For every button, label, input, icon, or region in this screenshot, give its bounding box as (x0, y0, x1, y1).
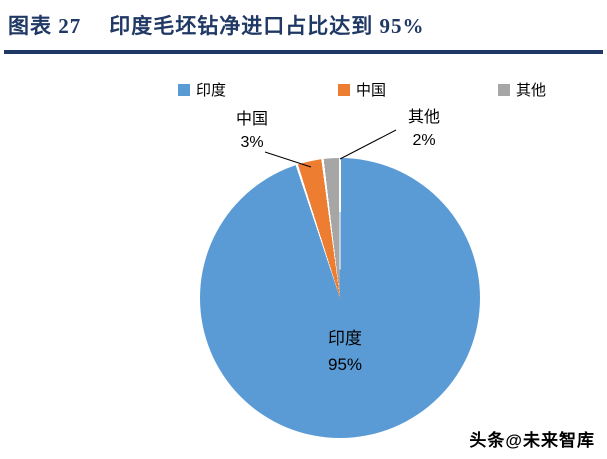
legend-swatch-other (498, 83, 511, 96)
callout-china: 中国 3% (220, 108, 284, 154)
pie-chart (200, 158, 480, 438)
callout-other: 其他 2% (392, 106, 456, 152)
figure-header: 图表 27 印度毛坯钻净进口占比达到 95% (8, 10, 425, 40)
pie-label-india-name: 印度 (328, 329, 362, 348)
watermark: 头条@未来智库 (469, 431, 595, 450)
legend-item-other: 其他 (498, 79, 546, 100)
leader-line-other (339, 129, 397, 160)
legend-swatch-india (178, 83, 190, 96)
callout-other-name: 其他 (407, 109, 440, 126)
callout-china-value: 3% (240, 134, 264, 151)
figure-label: 图表 27 (8, 14, 82, 38)
figure-title: 印度毛坯钻净进口占比达到 95% (109, 14, 425, 38)
legend-label-other: 其他 (516, 82, 547, 99)
pie-label-india-value: 95% (327, 355, 363, 374)
legend-item-india: 印度 (178, 79, 226, 100)
callout-china-name: 中国 (235, 111, 268, 128)
title-rule (4, 50, 603, 54)
chart-legend: 印度 中国 其他 (178, 79, 546, 100)
legend-label-china: 中国 (356, 82, 387, 99)
legend-label-india: 印度 (196, 82, 227, 99)
legend-swatch-china (338, 83, 351, 96)
callout-other-value: 2% (412, 132, 436, 149)
legend-item-china: 中国 (338, 79, 386, 100)
pie-label-india: 印度 95% (300, 326, 390, 378)
